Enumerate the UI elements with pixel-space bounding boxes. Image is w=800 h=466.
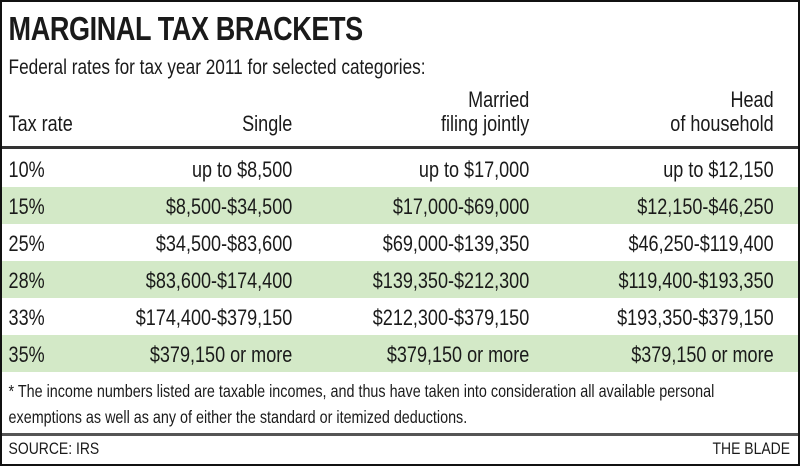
head-cell: $46,250-$119,400 [628,231,774,256]
single-cell: $379,150 or more [149,342,293,367]
header-line: Head [730,87,774,112]
header-rule [2,146,798,149]
table-row: 15% $8,500-$34,500 $17,000-$69,000 $12,150-… [2,187,798,224]
single-cell: up to $8,500 [191,157,293,182]
married-cell: up to $17,000 [418,157,530,182]
married-cell: $379,150 or more [386,342,530,367]
head-cell: $119,400-$193,350 [618,268,774,293]
header-single: Single [242,88,292,136]
head-cell: $193,350-$379,150 [617,305,774,330]
single-cell: $8,500-$34,500 [165,194,293,219]
table-row: 33% $174,400-$379,150 $212,300-$379,150 $19… [2,298,798,335]
table-row: 35% $379,150 or more $379,150 or more $379,… [2,335,798,372]
title: MARGINAL TAX BRACKETS [8,10,364,47]
rate-cell: 28% [8,268,45,293]
single-cell: $174,400-$379,150 [135,305,293,330]
table-row: 28% $83,600-$174,400 $139,350-$212,300 $119… [2,261,798,298]
header-married: Married filing jointly [441,88,529,136]
header-line: filing jointly [441,111,530,136]
rate-cell: 33% [8,305,45,330]
header-line: of household [670,111,774,136]
rate-cell: 10% [8,157,45,182]
footnote: * The income numbers listed are taxable … [8,381,715,427]
header-line: Single [242,111,293,136]
married-cell: $17,000-$69,000 [392,194,530,219]
footer-rule [2,433,798,436]
rate-cell: 35% [8,342,45,367]
rate-cell: 15% [8,194,45,219]
table-row: 10% up to $8,500 up to $17,000 up to $12,15… [2,150,798,187]
rate-cell: 25% [8,231,45,256]
head-cell: up to $12,150 [663,157,774,182]
subtitle: Federal rates for tax year 2011 for sele… [8,56,426,79]
header-line: Married [468,87,530,112]
header-tax-rate: Tax rate [8,111,73,136]
table-row: 25% $34,500-$83,600 $69,000-$139,350 $46,25… [2,224,798,261]
header-line [242,88,292,112]
single-cell: $34,500-$83,600 [155,231,293,256]
source: SOURCE: IRS [8,439,100,458]
married-cell: $69,000-$139,350 [382,231,530,256]
married-cell: $212,300-$379,150 [372,305,530,330]
single-cell: $83,600-$174,400 [145,268,293,293]
head-cell: $12,150-$46,250 [637,194,774,219]
credit: THE BLADE [712,439,791,458]
header-head-of-household: Head of household [670,88,773,136]
married-cell: $139,350-$212,300 [372,268,530,293]
head-cell: $379,150 or more [631,342,774,367]
